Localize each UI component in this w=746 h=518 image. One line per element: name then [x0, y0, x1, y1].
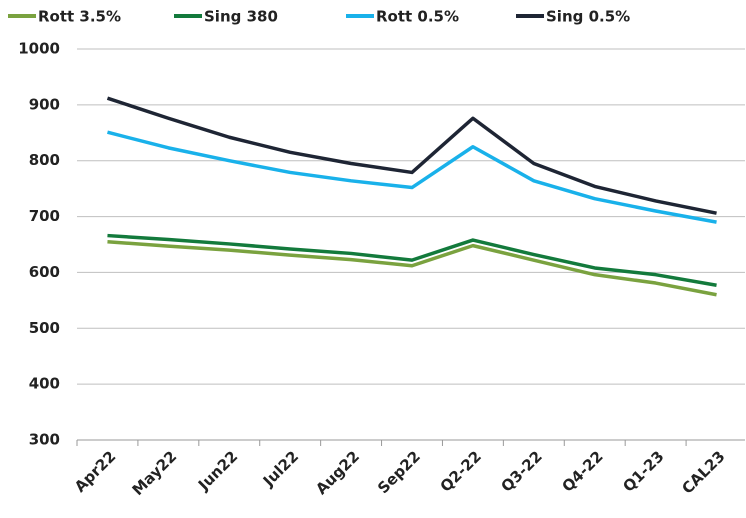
y-tick-label: 500	[29, 319, 60, 337]
legend: Rott 3.5% Sing 380 Rott 0.5% Sing 0.5%	[8, 8, 630, 26]
x-tick-label: CAL23	[678, 447, 728, 497]
legend-label: Sing 380	[204, 8, 278, 26]
y-tick-label: 1000	[18, 40, 60, 58]
legend-label: Sing 0.5%	[546, 8, 630, 26]
x-tick-label: Apr22	[71, 447, 120, 496]
y-tick-label: 900	[29, 95, 60, 113]
x-tick-label: Q2-22	[437, 447, 485, 495]
series-line	[107, 233, 717, 288]
legend-label: Rott 0.5%	[376, 8, 459, 26]
x-tick-label: Q4-22	[558, 447, 606, 495]
x-tick-label: Jul22	[259, 447, 302, 490]
y-tick-label: 400	[29, 375, 60, 393]
y-tick-label: 600	[29, 263, 60, 281]
legend-label: Rott 3.5%	[38, 8, 121, 26]
x-tick-label: Jun22	[194, 447, 241, 494]
y-tick-label: 700	[29, 207, 60, 225]
x-tick-label: Q3-22	[498, 447, 546, 495]
x-tick-label: Aug22	[312, 447, 363, 498]
y-tick-label: 300	[29, 431, 60, 449]
series-line	[107, 239, 717, 297]
x-tick-label: Sep22	[374, 447, 424, 497]
x-tick-label: May22	[129, 447, 181, 499]
series-line	[107, 130, 717, 224]
series-line	[106, 96, 717, 215]
x-tick-label: Q1-23	[619, 447, 667, 495]
y-tick-label: 800	[29, 151, 60, 169]
